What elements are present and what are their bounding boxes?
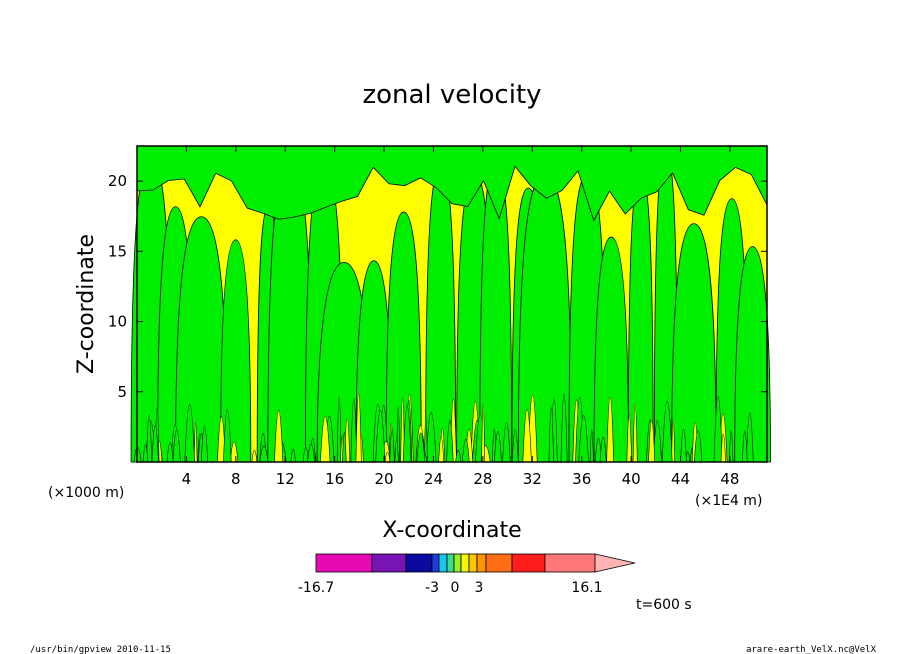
x-tick-label: 24 [424, 470, 443, 488]
colorbar-label: 16.1 [571, 580, 602, 596]
colorbar-segment [315, 553, 373, 573]
y-tick-label: 5 [117, 383, 127, 401]
colorbar-segment [446, 553, 455, 573]
contour-spike [402, 406, 412, 463]
x-tick-label: 48 [720, 470, 739, 488]
contour-column [385, 211, 422, 463]
plot-area [130, 145, 771, 463]
contour-spike [511, 429, 519, 463]
colorbar-label: 0 [451, 580, 460, 596]
x-tick-label: 12 [276, 470, 295, 488]
contour-spike [200, 426, 209, 463]
contour-spike [494, 430, 502, 463]
contour-spike [446, 420, 454, 463]
colorbar-label: -16.7 [298, 580, 334, 596]
contour-spike [671, 419, 676, 463]
colorbar-label: 3 [475, 580, 484, 596]
contour-spike [626, 414, 632, 463]
contour-column [593, 236, 629, 463]
contour-spike [355, 393, 362, 463]
contour-spike [693, 430, 703, 463]
footer-right: arare-earth_VelX.nc@VelX [746, 645, 877, 654]
colorbar-segment [460, 553, 470, 573]
colorbar [315, 553, 636, 573]
x-tick-label: 40 [622, 470, 641, 488]
x-tick-label: 28 [473, 470, 492, 488]
plot-frame [136, 145, 768, 463]
x-tick-label: 20 [375, 470, 394, 488]
contour-spike [632, 404, 638, 463]
contour-spike [661, 401, 673, 463]
x-tick-label: 44 [671, 470, 690, 488]
colorbar-segment [453, 553, 462, 573]
contour-spike [146, 414, 153, 463]
contour-column [671, 223, 717, 463]
contour-spike [375, 410, 386, 463]
x-tick-label: 16 [325, 470, 344, 488]
contour-column [220, 239, 252, 463]
contour-spike [680, 428, 687, 463]
colorbar-segment [371, 553, 407, 573]
colorbar-segment [544, 553, 596, 573]
colorbar-label: -3 [425, 580, 439, 596]
contour-spike [502, 422, 511, 463]
contour-column [734, 246, 771, 463]
contour-spike [389, 428, 395, 463]
contour-spike [742, 430, 748, 463]
colorbar-segment [438, 553, 448, 573]
contour-spike [320, 415, 331, 463]
x-units-right: (×1E4 m) [695, 493, 762, 509]
contour-spike [274, 410, 284, 463]
x-units-left: (×1000 m) [48, 485, 124, 501]
contour-spike [606, 396, 614, 463]
contour-spike [184, 404, 195, 463]
x-tick-label: 36 [572, 470, 591, 488]
contour-spike [560, 393, 568, 463]
contour-spike [548, 407, 554, 463]
contour-spike [193, 422, 198, 463]
colorbar-segment [431, 553, 440, 573]
chart-title: zonal velocity [362, 80, 541, 110]
contour-spike [522, 409, 532, 463]
y-tick-label: 15 [108, 242, 127, 260]
colorbar-segment [405, 553, 433, 573]
footer-left: /usr/bin/gpview 2010-11-15 [30, 645, 171, 654]
contour-spike [589, 429, 594, 463]
contour-spike [151, 425, 159, 463]
contour-spike [425, 412, 437, 463]
contour-spike [223, 409, 232, 463]
contour-spike [648, 421, 656, 463]
x-tick-label: 4 [182, 470, 192, 488]
contour-spike [729, 430, 734, 463]
colorbar-segment [476, 553, 487, 573]
y-axis-label: Z-coordinate [74, 234, 99, 374]
colorbar-labels: -16.7 -3 0 3 16.1 [298, 580, 603, 596]
x-axis-ticks: 4 8 12 16 20 24 28 32 36 40 44 48 [182, 146, 739, 488]
y-axis-ticks: 5 10 15 20 [108, 172, 767, 401]
contour-spike [653, 420, 662, 463]
y-tick-label: 10 [108, 313, 127, 331]
x-tick-label: 8 [231, 470, 241, 488]
y-tick-label: 20 [108, 172, 127, 190]
contour-spike [424, 414, 428, 463]
colorbar-segment [511, 553, 546, 573]
x-axis-label: X-coordinate [382, 518, 521, 543]
contour-spike [746, 412, 754, 463]
colorbar-arrow [594, 553, 636, 573]
contour-band [136, 145, 768, 222]
colorbar-segment [485, 553, 513, 573]
x-tick-label: 32 [523, 470, 542, 488]
contour-spike [172, 429, 181, 463]
contour-spike [578, 415, 589, 463]
time-label: t=600 s [636, 597, 692, 613]
colorbar-segment [468, 553, 478, 573]
contour-spike [481, 404, 486, 463]
contour-fills [130, 145, 771, 463]
